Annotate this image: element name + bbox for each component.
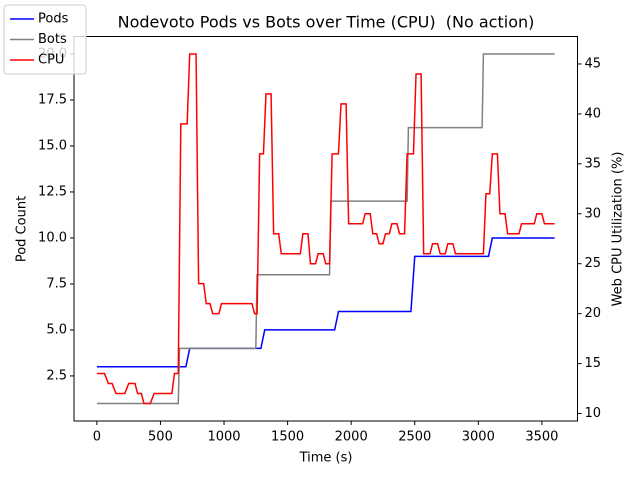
x-tick-label: 3000	[462, 430, 495, 445]
y2-tick-label: 45	[585, 56, 602, 71]
x-tick-label: 3500	[525, 430, 558, 445]
axes-frame	[73, 36, 578, 422]
legend-box	[3, 4, 87, 75]
y2-tick-label: 25	[585, 256, 602, 271]
y-tick-label: 15.0	[38, 138, 67, 153]
x-tick-label: 1500	[271, 430, 304, 445]
y-tick-label: 5.0	[46, 322, 67, 337]
y-tick-label: 10.0	[38, 230, 67, 245]
y-tick-label: 7.5	[46, 276, 67, 291]
y2-tick-label: 10	[585, 406, 602, 421]
series-line	[96, 237, 555, 368]
y2-tick-label: 20	[585, 306, 602, 321]
y2-tick-label: 40	[585, 106, 602, 121]
y-tick-label: 12.5	[38, 184, 67, 199]
legend-label: Bots	[38, 32, 67, 47]
series-line	[96, 53, 555, 405]
y2-tick-label: 15	[585, 356, 602, 371]
x-tick-label: 2500	[398, 430, 431, 445]
x-tick-label: 0	[93, 430, 101, 445]
y2-axis-label: Web CPU Utilization (%)	[611, 152, 626, 307]
x-tick-label: 1000	[207, 430, 240, 445]
series-line	[96, 53, 555, 405]
y2-tick-label: 35	[585, 156, 602, 171]
y2-tick-label: 30	[585, 206, 602, 221]
y-axis-label: Pod Count	[15, 196, 30, 262]
x-tick-label: 2000	[335, 430, 368, 445]
legend-label: Pods	[38, 12, 69, 27]
legend-label: CPU	[38, 53, 64, 68]
y-tick-label: 17.5	[38, 92, 67, 107]
y-tick-label: 2.5	[46, 368, 67, 383]
x-tick-label: 500	[148, 430, 173, 445]
chart-title: Nodevoto Pods vs Bots over Time (CPU) (N…	[118, 13, 535, 32]
x-axis-label: Time (s)	[299, 451, 353, 466]
